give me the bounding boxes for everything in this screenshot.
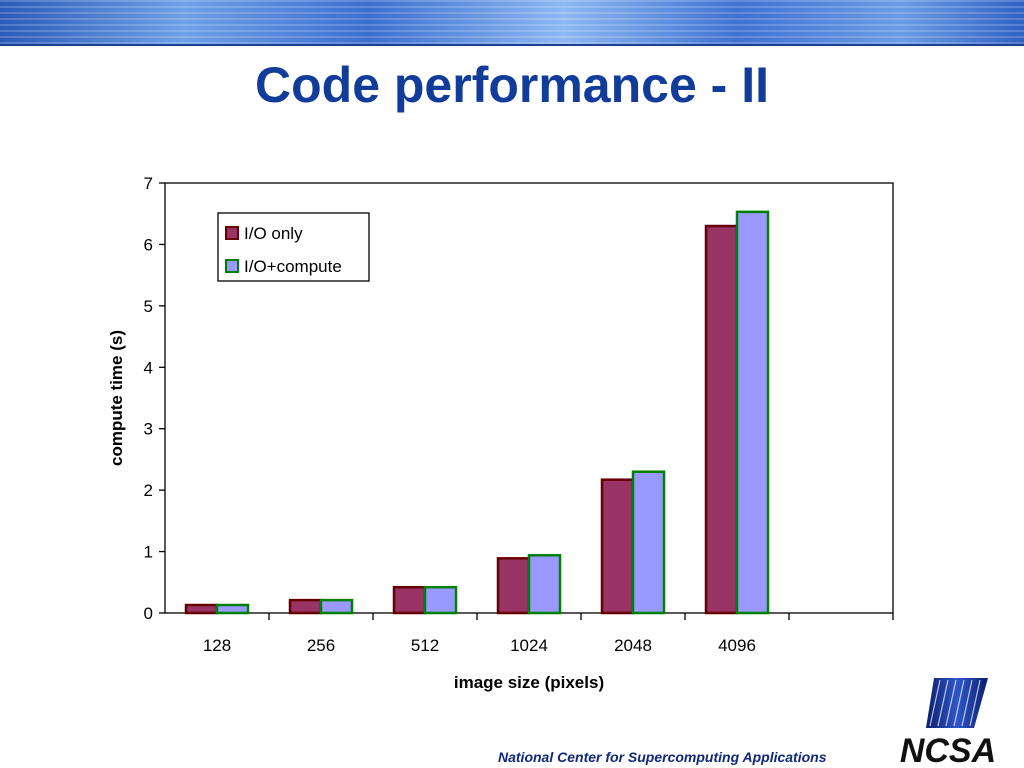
ncsa-logo: NCSA (900, 678, 996, 766)
top-banner (0, 0, 1024, 46)
bar-io-only (288, 598, 323, 615)
x-tick-label: 512 (411, 636, 439, 655)
legend-label: I/O+compute (244, 257, 342, 276)
x-tick-label: 256 (307, 636, 335, 655)
legend-swatch (225, 259, 239, 273)
bar-io-only (496, 557, 531, 615)
y-tick-label: 4 (144, 358, 153, 377)
bar-io-compute (215, 603, 250, 615)
y-tick-label: 5 (144, 297, 153, 316)
bar-io-compute (735, 210, 770, 615)
slide-title: Code performance - II (255, 57, 769, 113)
y-tick-label: 6 (144, 235, 153, 254)
y-tick-label: 0 (144, 604, 153, 623)
y-tick-label: 7 (144, 174, 153, 193)
legend-box (217, 212, 370, 282)
footer-text: National Center for Supercomputing Appli… (498, 749, 827, 765)
x-axis-title: image size (pixels) (454, 673, 604, 692)
bar-io-compute (631, 470, 666, 615)
legend-swatch (225, 226, 239, 240)
bar-io-compute (319, 598, 354, 615)
y-tick-label: 1 (144, 543, 153, 562)
legend-label: I/O only (244, 224, 303, 243)
bar-io-only (704, 224, 739, 615)
y-tick-label: 2 (144, 481, 153, 500)
x-tick-label: 128 (203, 636, 231, 655)
x-tick-label: 4096 (718, 636, 756, 655)
bar-io-compute (527, 554, 562, 615)
bar-io-compute (423, 585, 458, 615)
bar-io-only (392, 585, 427, 615)
y-axis-title: compute time (s) (107, 330, 126, 466)
y-tick-label: 3 (144, 420, 153, 439)
ncsa-logo-text: NCSA (900, 732, 996, 766)
x-tick-label: 2048 (614, 636, 652, 655)
bar-io-only (600, 478, 635, 615)
x-tick-label: 1024 (510, 636, 548, 655)
bar-io-only (184, 603, 219, 615)
